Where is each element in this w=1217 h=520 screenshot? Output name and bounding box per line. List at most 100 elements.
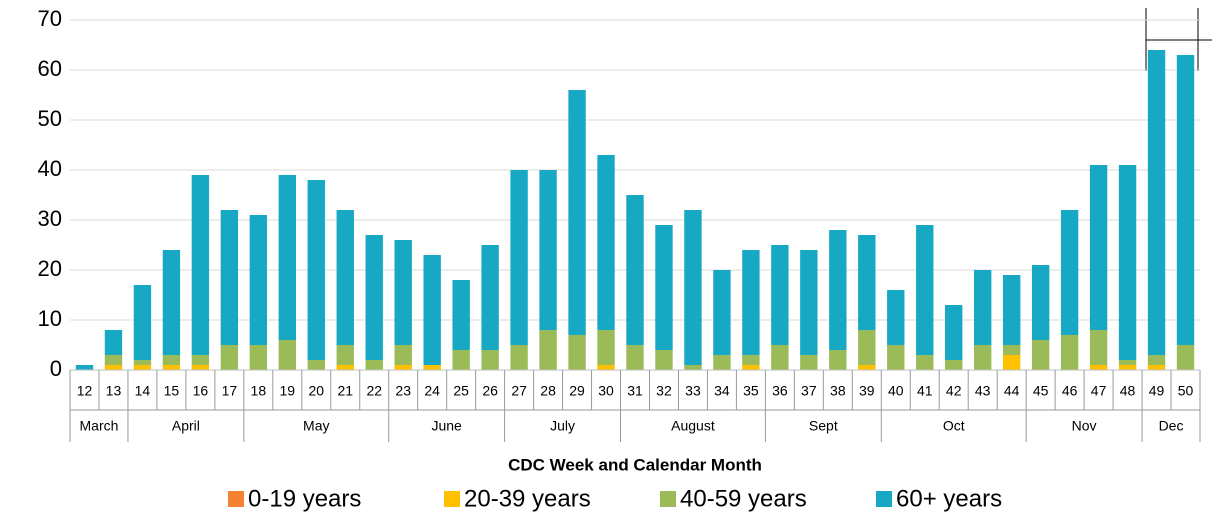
bar-segment xyxy=(104,365,123,370)
bar-segment xyxy=(800,250,818,355)
x-tick-label: 26 xyxy=(482,383,498,399)
bar-segment xyxy=(481,350,499,370)
x-tick-label: 35 xyxy=(743,383,759,399)
x-tick-label: 32 xyxy=(656,383,672,399)
x-tick-label: 28 xyxy=(540,383,556,399)
x-tick-label: 34 xyxy=(714,383,730,399)
bar-segment xyxy=(307,360,325,370)
x-tick-label: 44 xyxy=(1004,383,1020,399)
bar-segment xyxy=(336,365,354,370)
bar-segment xyxy=(162,355,181,365)
bar-segment xyxy=(394,365,412,370)
bar-segment xyxy=(626,345,644,370)
bar-segment xyxy=(220,345,239,370)
bar-segment xyxy=(568,90,586,335)
x-axis-title: CDC Week and Calendar Month xyxy=(508,455,762,474)
x-tick-label: 14 xyxy=(135,383,151,399)
bar-segment xyxy=(162,365,181,370)
bar-segment xyxy=(916,225,934,355)
bar-segment xyxy=(1002,345,1021,355)
bar-segment xyxy=(1118,360,1137,365)
legend-swatch xyxy=(444,491,460,507)
bar-segment xyxy=(742,250,760,355)
bracket xyxy=(1145,8,1212,71)
bar-segment xyxy=(1002,275,1021,345)
y-tick-label: 60 xyxy=(38,56,62,81)
bar-segment xyxy=(278,340,296,370)
bar-segment xyxy=(713,355,731,370)
bar-segment xyxy=(510,345,528,370)
month-label: May xyxy=(303,418,329,434)
legend-label: 20-39 years xyxy=(464,485,591,512)
bar-segment xyxy=(684,365,702,370)
x-tick-label: 13 xyxy=(106,383,122,399)
bar-segment xyxy=(597,330,615,365)
legend-label: 60+ years xyxy=(896,485,1002,512)
bar-segment xyxy=(191,365,210,370)
bar-segment xyxy=(684,210,702,365)
bar-segment xyxy=(1060,335,1079,370)
bar-segment xyxy=(1002,355,1021,370)
x-tick-label: 36 xyxy=(772,383,788,399)
bar-segment xyxy=(133,285,152,360)
x-tick-label: 15 xyxy=(164,383,180,399)
x-tick-label: 50 xyxy=(1178,383,1194,399)
bar-segment xyxy=(597,365,615,370)
bar-segment xyxy=(713,270,731,355)
x-tick-label: 37 xyxy=(801,383,817,399)
bar-segment xyxy=(394,240,412,345)
bar-segment xyxy=(104,355,123,365)
x-tick-label: 41 xyxy=(917,383,933,399)
month-label: Nov xyxy=(1072,418,1097,434)
month-label: Dec xyxy=(1159,418,1184,434)
bar-segment xyxy=(394,345,412,365)
x-tick-label: 42 xyxy=(946,383,962,399)
bar-segment xyxy=(249,345,268,370)
bar-segment xyxy=(220,210,239,345)
legend-swatch xyxy=(876,491,892,507)
x-tick-label: 30 xyxy=(598,383,614,399)
bar-segment xyxy=(365,235,383,360)
bar-segment xyxy=(1089,330,1108,365)
bar-segment xyxy=(1089,165,1108,330)
bar-segment xyxy=(423,365,441,370)
x-tick-label: 45 xyxy=(1033,383,1049,399)
bar-segment xyxy=(597,155,615,330)
bar-segment xyxy=(191,175,210,355)
bar-segment xyxy=(974,270,992,345)
bar-segment xyxy=(1031,265,1050,340)
x-tick-label: 17 xyxy=(222,383,238,399)
x-tick-label: 31 xyxy=(627,383,643,399)
y-tick-label: 0 xyxy=(50,356,62,381)
bar-segment xyxy=(916,355,934,370)
y-tick-label: 40 xyxy=(38,156,62,181)
x-tick-label: 21 xyxy=(337,383,353,399)
bar-segment xyxy=(974,345,992,370)
bar-segment xyxy=(887,345,905,370)
y-tick-label: 70 xyxy=(38,6,62,31)
bar-segment xyxy=(1031,340,1050,370)
x-tick-label: 33 xyxy=(685,383,701,399)
bar-segment xyxy=(133,360,152,365)
bar-segment xyxy=(655,225,673,350)
bar-segment xyxy=(75,365,94,370)
bar-segment xyxy=(336,345,354,365)
y-tick-label: 20 xyxy=(38,256,62,281)
bar-segment xyxy=(1176,345,1195,370)
x-tick-label: 19 xyxy=(280,383,296,399)
bar-segment xyxy=(829,350,847,370)
bar-segment xyxy=(104,330,123,355)
bar-segment xyxy=(423,255,441,365)
bar-segment xyxy=(1060,210,1079,335)
x-tick-label: 46 xyxy=(1062,383,1078,399)
x-tick-label: 40 xyxy=(888,383,904,399)
bar-segment xyxy=(887,290,905,345)
bar-segment xyxy=(1147,355,1166,365)
bar-segment xyxy=(1118,365,1137,370)
bar-segment xyxy=(829,230,847,350)
x-tick-label: 12 xyxy=(77,383,93,399)
bar-segment xyxy=(742,365,760,370)
bar-segment xyxy=(162,250,181,355)
bar-segment xyxy=(510,170,528,345)
bar-segment xyxy=(191,355,210,365)
